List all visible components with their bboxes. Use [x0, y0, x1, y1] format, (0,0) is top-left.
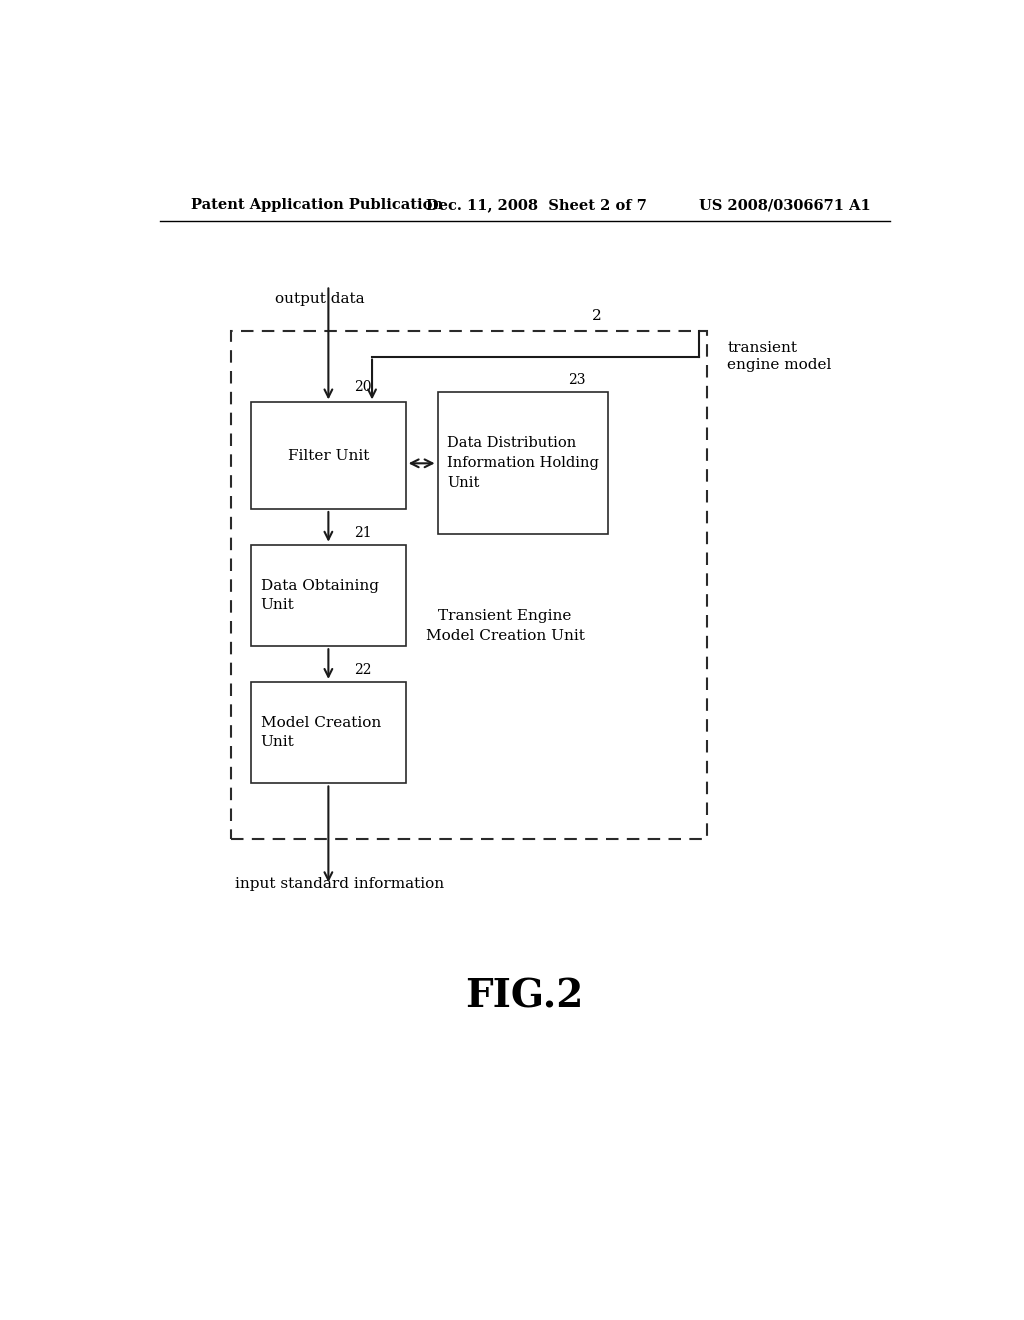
Text: Transient Engine
Model Creation Unit: Transient Engine Model Creation Unit: [426, 610, 585, 643]
Bar: [251, 545, 406, 647]
Text: Patent Application Publication: Patent Application Publication: [191, 198, 443, 213]
Text: input standard information: input standard information: [236, 876, 444, 891]
Text: 23: 23: [568, 374, 586, 387]
Text: 22: 22: [354, 663, 372, 677]
Text: Data Distribution
Information Holding
Unit: Data Distribution Information Holding Un…: [447, 437, 599, 490]
Text: 20: 20: [354, 380, 372, 395]
Text: transient
engine model: transient engine model: [727, 342, 831, 371]
Text: Model Creation
Unit: Model Creation Unit: [260, 715, 381, 750]
Bar: [231, 331, 708, 840]
Bar: [251, 682, 406, 784]
Text: 2: 2: [592, 309, 602, 323]
Text: output data: output data: [274, 292, 365, 306]
Text: Filter Unit: Filter Unit: [288, 449, 369, 463]
Text: US 2008/0306671 A1: US 2008/0306671 A1: [699, 198, 871, 213]
Text: FIG.2: FIG.2: [466, 978, 584, 1016]
Text: 21: 21: [354, 525, 372, 540]
Text: Dec. 11, 2008  Sheet 2 of 7: Dec. 11, 2008 Sheet 2 of 7: [426, 198, 646, 213]
Text: Data Obtaining
Unit: Data Obtaining Unit: [260, 578, 379, 612]
Bar: [437, 392, 608, 535]
Bar: [251, 403, 406, 510]
